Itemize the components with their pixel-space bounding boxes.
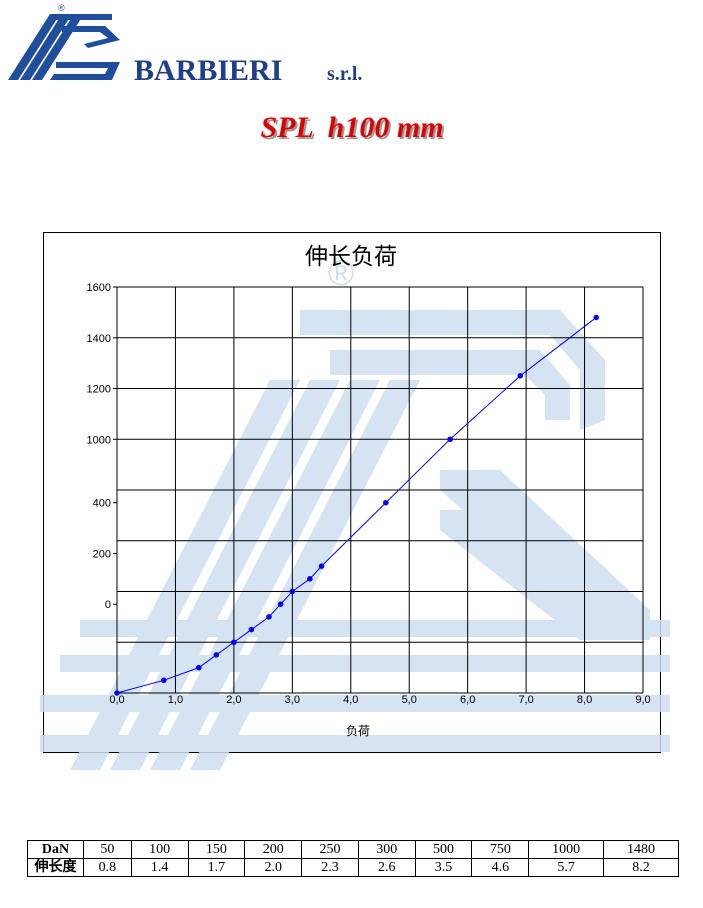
table-cell: 3.5 <box>414 858 473 877</box>
data-point <box>231 639 237 646</box>
y-tick-label: 1600 <box>87 282 111 294</box>
table-row: DaN 50 100 150 200 250 300 500 750 1000 1480 <box>27 840 679 859</box>
data-point <box>266 614 272 620</box>
x-tick-label: 3,0 <box>285 694 300 706</box>
x-tick-label: 9,0 <box>635 694 650 706</box>
y-tick-label: 0 <box>105 599 111 611</box>
table-cell: 1.4 <box>130 858 189 877</box>
y-tick-label: 400 <box>93 498 111 510</box>
table-cell: 1480 <box>603 840 679 859</box>
data-point <box>196 664 202 671</box>
data-point <box>383 499 389 506</box>
data-table: DaN 50 100 150 200 250 300 500 750 1000 1480 伸长度 0.8… <box>27 840 679 877</box>
y-tick-label: 1400 <box>87 333 111 345</box>
data-point <box>517 373 524 379</box>
table-cell: 300 <box>357 840 416 859</box>
registered-mark: ® <box>58 3 65 13</box>
page-title: SPL h100 mm <box>260 111 443 144</box>
table-cell: 8.2 <box>603 858 679 877</box>
chart-frame <box>43 232 661 753</box>
company-suffix: s.r.l. <box>327 63 362 85</box>
data-point <box>160 677 167 684</box>
data-point <box>213 652 220 658</box>
table-cell: 2.0 <box>244 858 303 877</box>
x-tick-label: 5,0 <box>402 694 417 706</box>
data-point <box>289 588 296 595</box>
table-cell: 1000 <box>528 840 605 859</box>
data-point <box>248 626 255 633</box>
table-cell: 750 <box>471 840 530 859</box>
table-cell: 50 <box>83 840 132 859</box>
data-point <box>114 690 120 696</box>
table-row: 伸长度 0.8 1.4 1.7 2.0 2.3 2.6 3.5 4.6 5.7 8.2 <box>27 858 679 877</box>
row-header: DaN <box>27 840 84 859</box>
y-tick-label: 200 <box>93 548 111 560</box>
table-cell: 4.6 <box>471 858 530 877</box>
table-cell: 5.7 <box>528 858 605 877</box>
table-cell: 1.7 <box>187 858 246 877</box>
table-cell: 2.6 <box>357 858 416 877</box>
x-tick-label: 2,0 <box>226 694 241 706</box>
watermark <box>40 310 670 770</box>
table-cell: 500 <box>414 840 473 859</box>
x-tick-label: 1,0 <box>168 694 183 706</box>
chart-title: 伸长负荷 <box>305 243 397 269</box>
table-cell: 2.3 <box>301 858 359 877</box>
company-name: BARBIERI <box>134 54 282 87</box>
x-tick-label: 4,0 <box>343 694 358 706</box>
data-point <box>277 601 284 607</box>
data-point <box>307 576 313 582</box>
table-cell: 150 <box>187 840 246 859</box>
x-tick-label: 8,0 <box>577 694 592 706</box>
data-point <box>593 314 600 321</box>
data-point <box>318 563 325 569</box>
x-tick-label: 0,0 <box>109 694 124 706</box>
row-header: 伸长度 <box>27 858 84 877</box>
title-shadow: SPL h100 mm <box>262 113 445 146</box>
x-tick-label: 7,0 <box>518 694 533 706</box>
table-cell: 200 <box>244 840 303 859</box>
y-tick-label: 1000 <box>87 434 111 446</box>
x-tick-label: 6,0 <box>460 694 475 706</box>
table-cell: 0.8 <box>83 858 132 877</box>
table-cell: 100 <box>130 840 189 859</box>
logo <box>8 14 120 80</box>
data-point <box>447 436 453 443</box>
y-tick-label: 1200 <box>87 384 111 396</box>
watermark-mark: ® <box>328 252 355 293</box>
x-axis-label: 负荷 <box>346 724 370 738</box>
table-cell: 250 <box>301 840 359 859</box>
